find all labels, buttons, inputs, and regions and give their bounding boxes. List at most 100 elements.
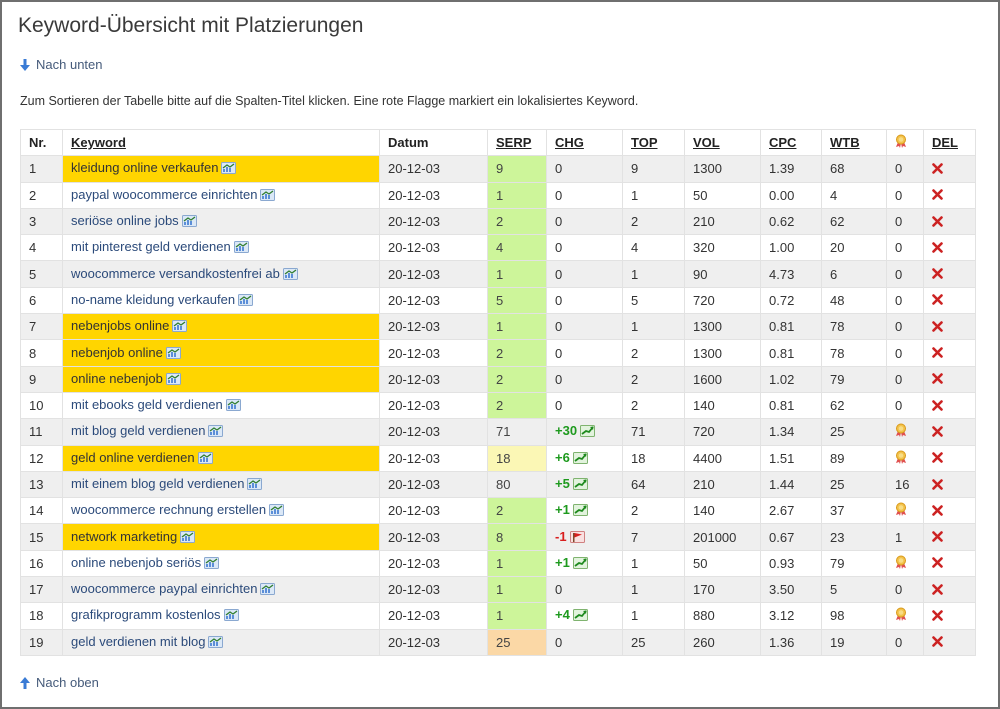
delete-cell (923, 576, 976, 604)
chart-icon[interactable] (233, 241, 249, 256)
keyword-link[interactable]: network marketing (71, 528, 178, 544)
delete-icon[interactable] (932, 346, 943, 361)
header-keyword[interactable]: Keyword (62, 128, 380, 157)
table-row: 4 mit pinterest geld verdienen 20-12-03 4 0 4… (20, 234, 976, 262)
wtb-cell: 5 (821, 576, 887, 604)
header-top[interactable]: TOP (622, 128, 685, 157)
award-cell: 0 (886, 234, 924, 262)
keyword-link[interactable]: seriöse online jobs (71, 213, 179, 229)
cpc-cell: 1.34 (760, 418, 822, 446)
vol-cell: 720 (684, 286, 761, 315)
chart-icon[interactable] (260, 188, 276, 204)
delete-icon[interactable] (932, 188, 943, 203)
wtb-cell: 78 (821, 339, 887, 367)
wtb-cell: 4 (821, 181, 887, 209)
chart-icon[interactable] (269, 504, 285, 519)
keyword-link[interactable]: kleidung online verkaufen (71, 160, 219, 176)
chart-icon[interactable] (221, 162, 237, 177)
delete-icon[interactable] (932, 425, 943, 440)
delete-icon[interactable] (932, 635, 943, 650)
row-number: 17 (20, 576, 63, 604)
chart-icon[interactable] (208, 635, 224, 651)
chart-icon[interactable] (165, 346, 181, 362)
award-cell (886, 444, 924, 472)
chart-icon[interactable] (181, 215, 197, 230)
chart-icon[interactable] (208, 425, 224, 440)
header-vol[interactable]: VOL (684, 128, 761, 157)
chart-icon[interactable] (204, 556, 220, 572)
chart-icon[interactable] (238, 293, 254, 309)
keyword-link[interactable]: mit pinterest geld verdienen (71, 239, 231, 255)
delete-icon[interactable] (932, 372, 943, 387)
delete-icon[interactable] (932, 162, 943, 177)
delete-icon[interactable] (932, 504, 943, 519)
row-number: 19 (20, 628, 63, 656)
delete-icon[interactable] (932, 451, 943, 466)
keyword-link[interactable]: geld online verdienen (71, 449, 195, 465)
keyword-link[interactable]: no-name kleidung verkaufen (71, 291, 236, 307)
header-del[interactable]: DEL (923, 128, 976, 157)
serp-cell: 1 (487, 602, 547, 630)
award-cell: 0 (886, 313, 924, 341)
chart-icon[interactable] (172, 320, 188, 335)
keyword-link[interactable]: woocommerce versandkostenfrei ab (71, 265, 280, 281)
delete-icon[interactable] (932, 583, 943, 598)
keyword-cell: network marketing (62, 523, 380, 551)
nav-up-link[interactable]: Nach oben (20, 675, 99, 690)
chg-cell: +6 (546, 444, 623, 472)
keyword-link[interactable]: paypal woocommerce einrichten (71, 186, 258, 202)
keyword-link[interactable]: mit einem blog geld verdienen (71, 476, 245, 491)
chart-icon[interactable] (260, 583, 276, 598)
keyword-link[interactable]: nebenjob online (71, 344, 163, 360)
chart-icon[interactable] (180, 530, 196, 546)
award-value: 0 (895, 398, 903, 414)
nav-down-link[interactable]: Nach unten (20, 57, 103, 72)
award-value: 0 (895, 187, 903, 203)
keyword-link[interactable]: online nebenjob (71, 370, 163, 386)
header-award[interactable] (886, 128, 924, 157)
delete-icon[interactable] (932, 609, 943, 624)
serp-cell: 2 (487, 365, 547, 393)
cpc-cell: 0.93 (760, 549, 822, 578)
delete-icon[interactable] (932, 530, 943, 545)
date-cell: 20-12-03 (379, 365, 488, 393)
header-wtb[interactable]: WTB (821, 128, 887, 157)
chg-cell: 0 (546, 286, 623, 315)
keyword-link[interactable]: woocommerce rechnung erstellen (71, 502, 267, 518)
table-row: 11 mit blog geld verdienen 20-12-03 71 +30 71… (20, 418, 976, 446)
row-number: 1 (20, 155, 63, 183)
header-cpc[interactable]: CPC (760, 128, 822, 157)
delete-icon[interactable] (932, 241, 943, 256)
delete-icon[interactable] (932, 556, 943, 571)
chart-icon[interactable] (247, 478, 263, 493)
chart-icon[interactable] (223, 609, 239, 624)
table-row: 7 nebenjobs online 20-12-03 1 0 1 1300 0.81 78 0 (20, 313, 976, 341)
award-icon (895, 555, 907, 572)
chg-value: 0 (555, 398, 563, 414)
top-cell: 5 (622, 286, 685, 315)
delete-icon[interactable] (932, 478, 943, 493)
keyword-link[interactable]: grafikprogramm kostenlos (71, 607, 221, 623)
header-chg[interactable]: CHG (546, 128, 623, 157)
top-cell: 1 (622, 260, 685, 288)
delete-icon[interactable] (932, 215, 943, 230)
chart-icon[interactable] (225, 399, 241, 414)
chart-icon[interactable] (282, 267, 298, 283)
chart-icon[interactable] (197, 451, 213, 467)
chart-icon[interactable] (165, 372, 181, 388)
keyword-link[interactable]: woocommerce paypal einrichten (71, 581, 258, 597)
keyword-link[interactable]: mit blog geld verdienen (71, 423, 206, 439)
delete-icon[interactable] (932, 399, 943, 414)
delete-icon[interactable] (932, 267, 943, 282)
cpc-cell: 3.12 (760, 602, 822, 630)
keyword-link[interactable]: nebenjobs online (71, 318, 170, 334)
keyword-link[interactable]: online nebenjob seriös (71, 554, 202, 570)
keyword-link[interactable]: mit ebooks geld verdienen (71, 397, 223, 413)
delete-icon[interactable] (932, 293, 943, 308)
delete-cell (923, 365, 976, 393)
chg-value: +30 (555, 423, 578, 439)
header-serp[interactable]: SERP (487, 128, 547, 157)
delete-icon[interactable] (932, 320, 943, 335)
award-cell: 0 (886, 286, 924, 315)
keyword-link[interactable]: geld verdienen mit blog (71, 633, 206, 649)
